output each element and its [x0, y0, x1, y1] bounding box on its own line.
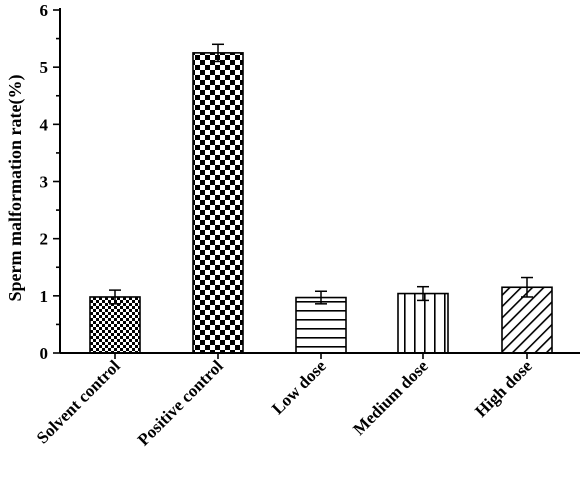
y-tick-label: 0 [40, 344, 49, 363]
bar-solvent-control [89, 296, 141, 354]
plot-area: 0 1 2 3 4 5 6 Solvent control Positive control L… [33, 1, 580, 449]
x-tick-label: Solvent control [33, 356, 124, 447]
error-bar-low-dose [315, 290, 327, 305]
x-tick-label: Positive control [134, 356, 227, 449]
y-tick-label: 1 [40, 287, 49, 306]
error-bar-medium-dose [417, 285, 429, 302]
x-tick-label: Medium dose [349, 356, 432, 439]
bar-medium-dose [397, 292, 449, 354]
error-bar-solvent-control [109, 289, 121, 305]
error-bar-positive-control [212, 43, 224, 63]
bar-high-dose [501, 286, 553, 354]
y-tick-label: 2 [40, 230, 49, 249]
y-axis: 0 1 2 3 4 5 6 [40, 1, 61, 363]
bars-group [89, 52, 553, 354]
y-axis-title: Sperm malformation rate(%) [5, 75, 26, 302]
x-axis: Solvent control Positive control Low dose M… [33, 352, 580, 449]
bar-low-dose [295, 296, 347, 354]
error-bars-group [109, 43, 533, 305]
bar-positive-control [192, 52, 244, 354]
y-tick-label: 5 [40, 58, 49, 77]
y-tick-label: 4 [40, 115, 49, 134]
x-tick-label: Low dose [268, 356, 330, 418]
x-tick-label: High dose [471, 356, 536, 421]
y-tick-label: 6 [40, 1, 49, 20]
y-tick-label: 3 [40, 173, 49, 192]
error-bar-high-dose [521, 276, 533, 298]
